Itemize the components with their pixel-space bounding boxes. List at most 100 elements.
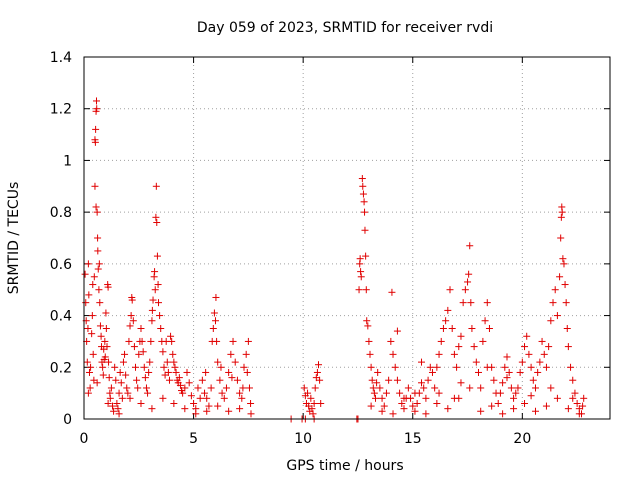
data-point [240, 363, 248, 371]
y-tick-label: 1.4 [50, 50, 72, 66]
data-point [170, 358, 178, 366]
data-point [218, 389, 226, 397]
y-tick-label: 0.6 [50, 257, 72, 273]
data-point [437, 337, 445, 345]
data-point [556, 273, 564, 281]
x-tick-label: 15 [404, 431, 422, 447]
x-tick-label: 10 [294, 431, 312, 447]
data-point [130, 343, 138, 351]
y-tick-label: 0 [63, 412, 72, 428]
data-point [238, 394, 246, 402]
data-point [439, 325, 447, 332]
data-point [307, 394, 315, 402]
data-point [155, 299, 163, 307]
data-point [561, 281, 569, 289]
data-point [126, 322, 134, 330]
data-point [203, 407, 211, 415]
data-point [496, 389, 504, 397]
data-point [485, 325, 493, 332]
data-point [92, 203, 100, 211]
data-point [557, 213, 565, 221]
data-point [225, 407, 233, 415]
data-point [157, 325, 165, 332]
data-point [466, 242, 474, 250]
data-point [355, 286, 363, 294]
data-point [435, 350, 443, 358]
data-point [242, 350, 250, 358]
data-point [400, 394, 408, 402]
data-point [239, 384, 247, 392]
data-point [233, 376, 241, 384]
data-point [367, 363, 375, 371]
data-point [450, 350, 458, 358]
data-point [510, 405, 518, 413]
data-point [135, 350, 143, 358]
data-point [125, 337, 133, 345]
data-point [163, 358, 171, 366]
data-point [315, 361, 323, 369]
data-point [117, 379, 125, 387]
data-point [450, 394, 458, 402]
data-point [115, 410, 123, 418]
data-point [418, 358, 426, 366]
data-point [422, 410, 430, 418]
data-point [132, 363, 140, 371]
data-point [465, 270, 473, 278]
data-point [88, 330, 96, 338]
data-point [102, 325, 110, 332]
data-point [358, 175, 366, 183]
y-axis-label: SRMTID / TECUs [6, 182, 22, 295]
data-point [360, 198, 368, 206]
data-point [170, 399, 178, 407]
data-point [92, 97, 100, 105]
data-point [455, 343, 463, 351]
data-point [481, 317, 489, 325]
data-point [366, 350, 374, 358]
data-point [139, 348, 147, 356]
data-point [165, 376, 173, 384]
data-point [214, 358, 222, 366]
data-point [192, 410, 200, 418]
data-point [553, 312, 561, 320]
data-point [190, 399, 198, 407]
data-point [225, 368, 233, 376]
data-point [575, 410, 583, 418]
data-point [99, 371, 107, 379]
data-point [494, 399, 502, 407]
data-point [153, 218, 161, 226]
data-point [113, 399, 121, 407]
data-point [365, 337, 373, 345]
data-point [562, 299, 570, 307]
data-point [179, 389, 187, 397]
data-point [97, 332, 105, 340]
x-axis-label: GPS time / hours [286, 458, 403, 474]
data-point [229, 337, 237, 345]
data-point [105, 374, 113, 382]
data-point [433, 399, 441, 407]
data-point [151, 268, 159, 276]
data-point [559, 255, 567, 263]
data-point [137, 399, 145, 407]
data-point [176, 381, 184, 389]
data-point [373, 379, 381, 387]
data-point [378, 407, 386, 415]
data-point [231, 358, 239, 366]
data-point [521, 399, 529, 407]
data-point [503, 353, 511, 361]
data-point [243, 368, 251, 376]
data-point [86, 384, 94, 392]
data-point [538, 337, 546, 345]
data-point [187, 392, 195, 400]
data-point [91, 182, 99, 190]
data-point [304, 389, 312, 397]
data-point [391, 363, 399, 371]
y-tick-label: 0.4 [50, 309, 72, 325]
data-point [137, 325, 145, 332]
data-point [93, 208, 101, 216]
data-point [151, 286, 159, 294]
data-point [220, 394, 228, 402]
data-point [83, 358, 91, 366]
data-point [580, 394, 588, 402]
data-point [94, 247, 102, 255]
data-point [123, 384, 131, 392]
